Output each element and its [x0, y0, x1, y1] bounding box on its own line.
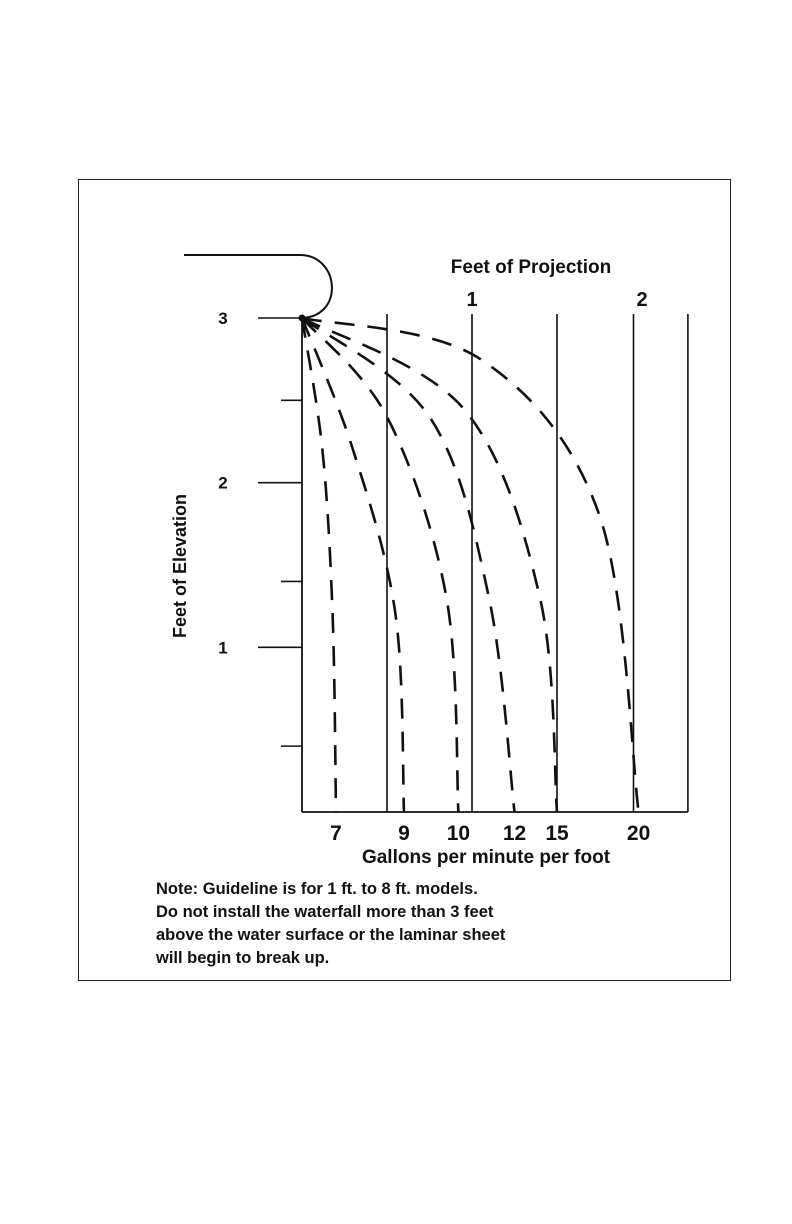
flow-curve-10 [301, 317, 460, 813]
note-line: above the water surface or the laminar s… [156, 926, 506, 944]
elevation-axis-title: Feet of Elevation [170, 494, 190, 638]
flow-curve-9 [300, 317, 406, 813]
elevation-tick-label: 1 [218, 638, 227, 657]
projection-title: Feet of Projection [451, 257, 611, 278]
flow-curve-12 [301, 316, 516, 813]
flow-curves [298, 314, 640, 813]
installation-note: Note: Guideline is for 1 ft. to 8 ft. mo… [156, 878, 676, 970]
elevation-tick-label: 2 [218, 474, 227, 493]
elevation-axis [258, 317, 303, 812]
figure-frame [78, 179, 731, 981]
flow-curve-7 [300, 317, 338, 813]
flow-axis-title: Gallons per minute per foot [362, 847, 611, 868]
projection-tick-label: 1 [466, 289, 477, 311]
series-value-label: 20 [627, 822, 650, 845]
elevation-tick-label: 3 [218, 309, 227, 328]
series-value-label: 12 [503, 822, 526, 845]
series-value-label: 7 [330, 822, 342, 845]
waterfall-lip-icon [184, 254, 333, 319]
note-line: Do not install the waterfall more than 3… [156, 903, 494, 921]
series-value-label: 15 [545, 822, 569, 845]
series-value-label: 9 [398, 822, 410, 845]
note-line: will begin to break up. [156, 949, 330, 967]
flow-curve-20 [301, 316, 640, 813]
note-line: Note: Guideline is for 1 ft. to 8 ft. mo… [156, 880, 478, 898]
projection-tick-label: 2 [636, 289, 647, 311]
flow-curve-15 [301, 316, 559, 813]
series-value-label: 10 [447, 822, 470, 845]
projection-gridlines [386, 314, 689, 812]
